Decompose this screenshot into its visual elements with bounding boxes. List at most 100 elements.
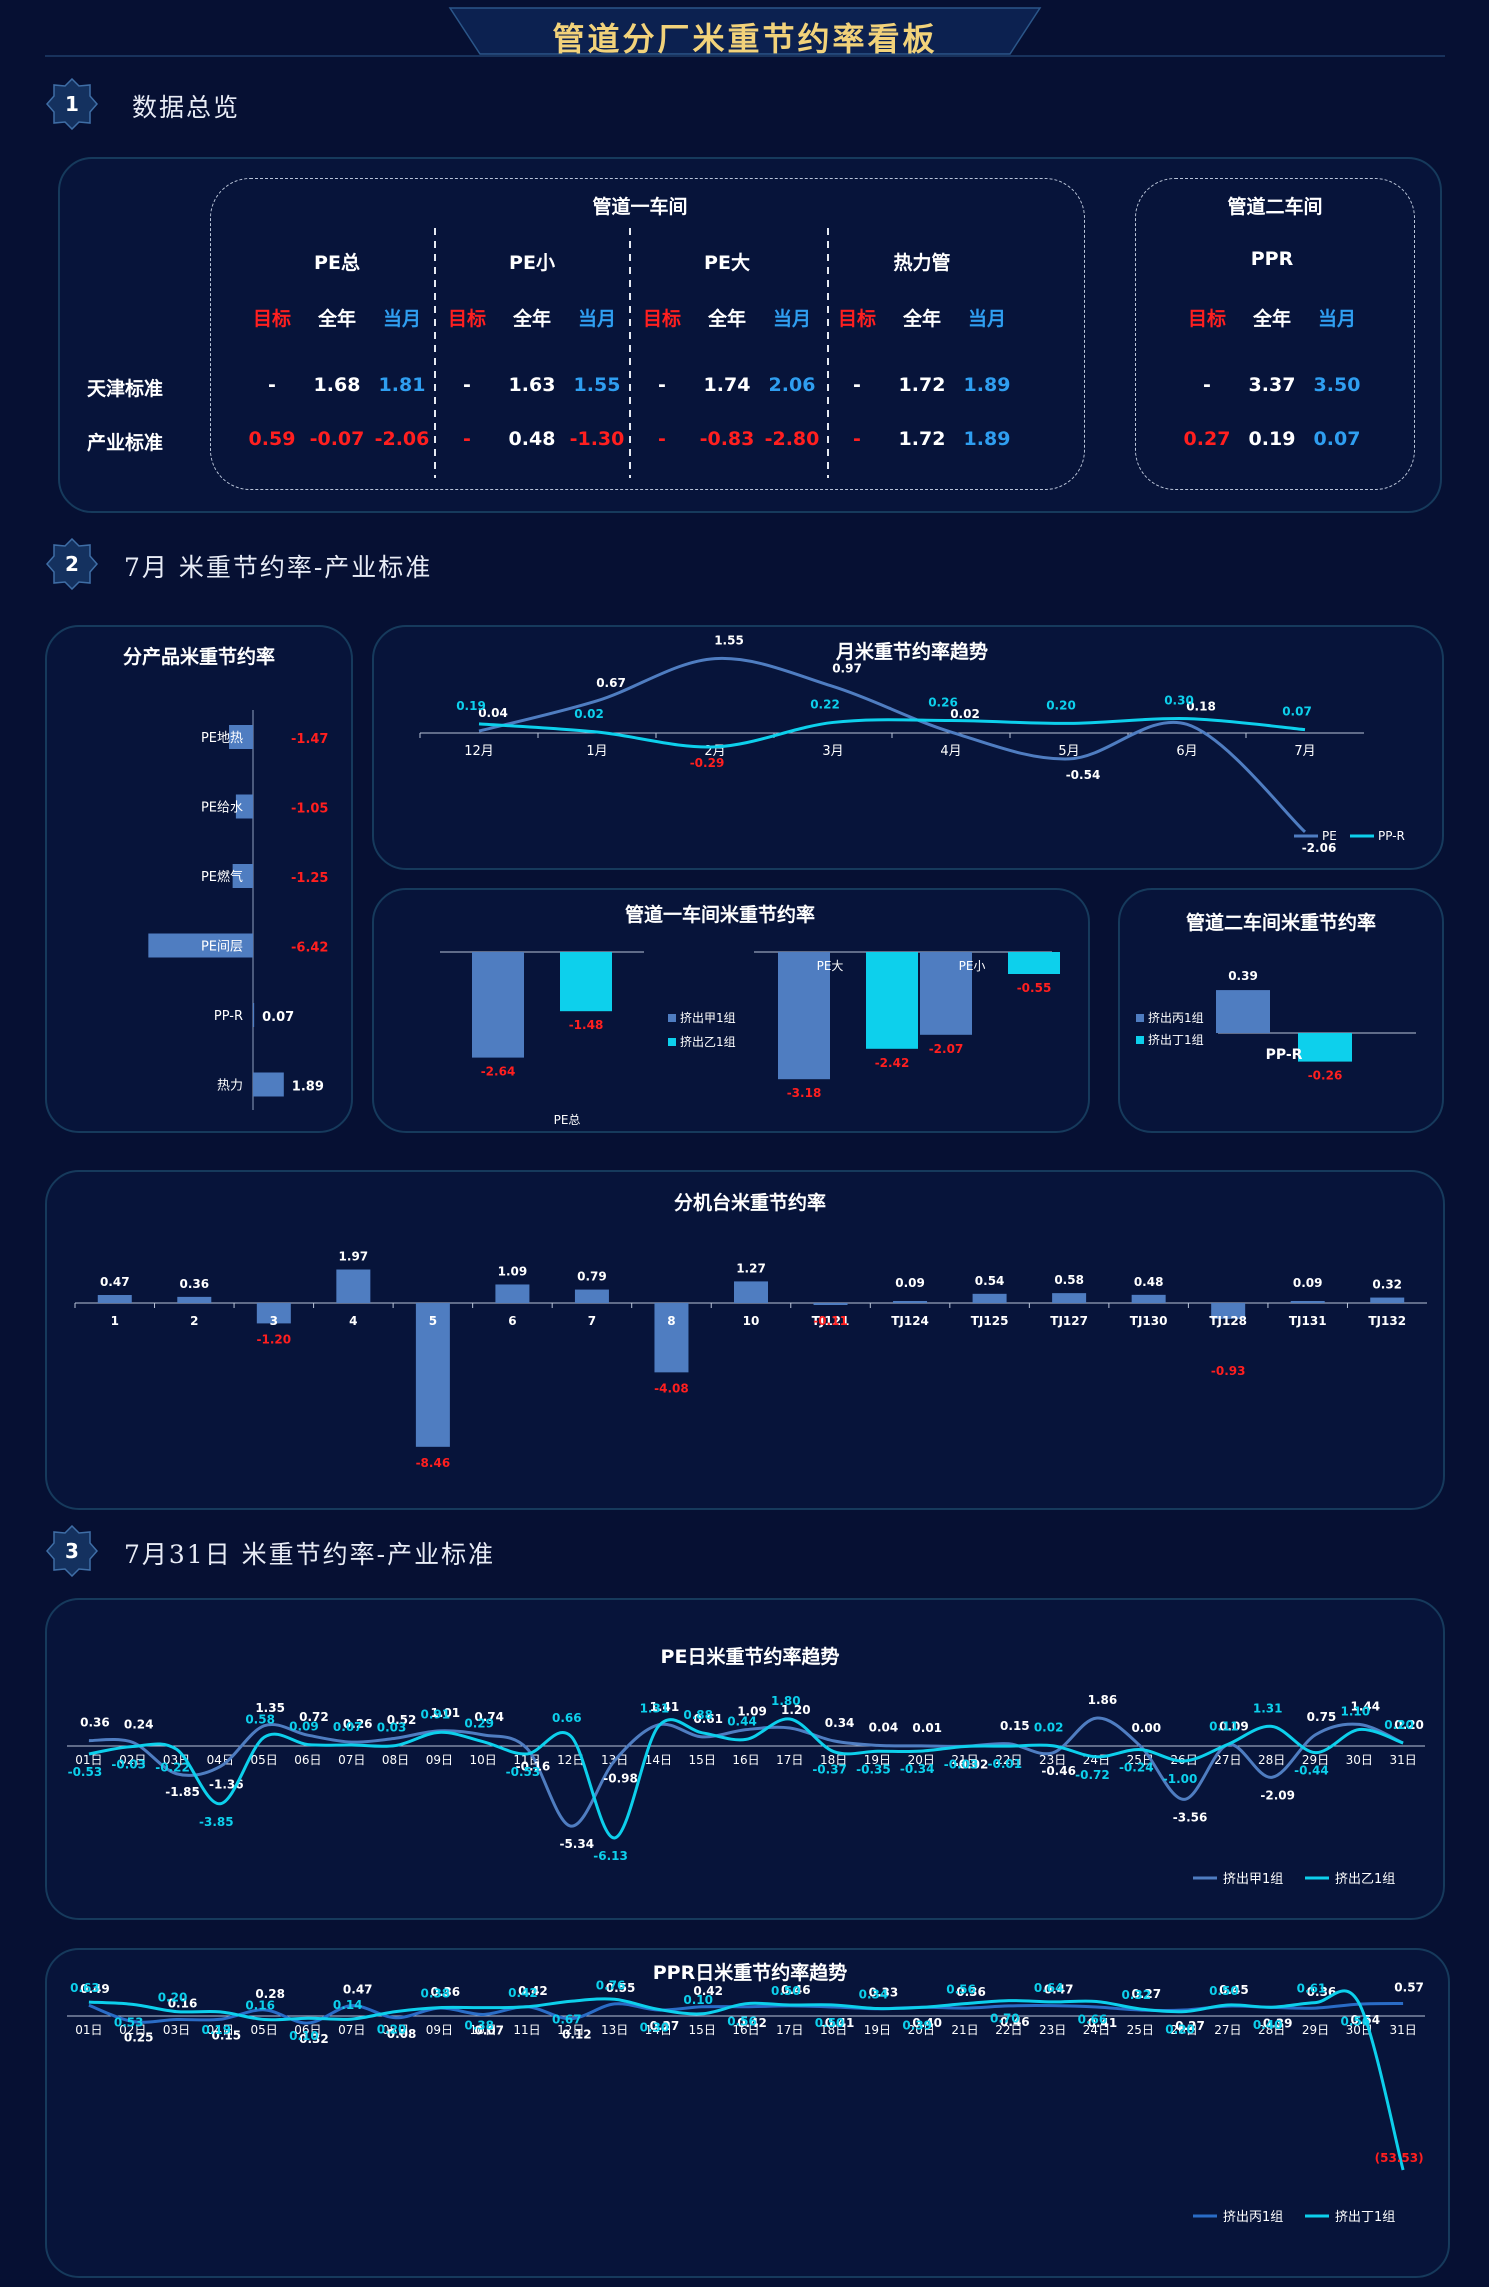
data-label: 0.36 bbox=[956, 1985, 986, 1999]
data-label: 0.47 bbox=[343, 1983, 373, 1997]
data-label: 0.36 bbox=[179, 1277, 209, 1291]
data-label: 0.32 bbox=[1372, 1278, 1402, 1292]
machine-bar bbox=[893, 1301, 928, 1303]
data-label: 0.36 bbox=[80, 1716, 110, 1730]
data-label: 0.40 bbox=[912, 2016, 942, 2030]
x-tick-label: 10日 bbox=[470, 2023, 497, 2037]
data-label: 0.20 bbox=[377, 2023, 407, 2037]
data-label: 0.49 bbox=[80, 1982, 110, 1996]
section-number: 3 bbox=[65, 1539, 79, 1563]
data-label: -0.55 bbox=[1017, 981, 1052, 995]
data-label: -0.72 bbox=[1075, 1768, 1110, 1782]
product-bar bbox=[253, 1072, 284, 1097]
x-tick-label: 4 bbox=[349, 1314, 357, 1328]
x-tick-label: 25日 bbox=[1127, 2023, 1154, 2037]
x-tick-label: 8 bbox=[667, 1314, 675, 1328]
data-label: 0.15 bbox=[212, 2028, 242, 2042]
data-label: 1.31 bbox=[640, 1701, 670, 1715]
data-label: -0.53 bbox=[506, 1765, 541, 1779]
data-label: 0.40 bbox=[1253, 2018, 1283, 2032]
category-label: PE给水 bbox=[201, 801, 243, 816]
value-label: -1.47 bbox=[291, 732, 328, 747]
legend-label: 挤出乙1组 bbox=[1335, 1872, 1395, 1887]
machine-bar bbox=[654, 1303, 689, 1373]
data-label: -2.06 bbox=[1302, 841, 1337, 855]
overview-value: 0.27 bbox=[1183, 428, 1231, 450]
category-label: PP-R bbox=[1266, 1047, 1303, 1063]
overview-value: 1.89 bbox=[963, 428, 1011, 450]
data-label: -0.46 bbox=[1041, 1764, 1076, 1778]
overview-value: 3.50 bbox=[1313, 374, 1361, 396]
x-tick-label: 1 bbox=[111, 1314, 119, 1328]
overview-value: - bbox=[853, 374, 861, 396]
data-label: 0.22 bbox=[810, 697, 840, 711]
machine-bar bbox=[177, 1296, 212, 1303]
x-tick-label: 30日 bbox=[1346, 1753, 1373, 1767]
x-tick-label: TJ125 bbox=[971, 1314, 1009, 1328]
data-label: 0.58 bbox=[245, 1712, 275, 1726]
x-tick-label: 7月 bbox=[1294, 744, 1315, 759]
series-line-挤出丙1组 bbox=[88, 2001, 1404, 2025]
data-label: 0.20 bbox=[1046, 698, 1076, 712]
data-label: 1.09 bbox=[737, 1705, 767, 1719]
data-label: 0.75 bbox=[1307, 1710, 1337, 1724]
x-tick-label: TJ130 bbox=[1130, 1314, 1168, 1328]
legend-label: 挤出甲1组 bbox=[1223, 1872, 1283, 1887]
data-label: 0.09 bbox=[895, 1276, 925, 1290]
data-label: 0.28 bbox=[255, 1987, 285, 2001]
category-label: PE地热 bbox=[201, 731, 243, 746]
x-tick-label: 17日 bbox=[776, 1753, 803, 1767]
data-label: -0.54 bbox=[1066, 768, 1101, 782]
data-label: 0.57 bbox=[1394, 1980, 1424, 1994]
category-label: PP-R bbox=[214, 1009, 243, 1024]
data-label: 0.64 bbox=[1034, 1981, 1064, 1995]
x-tick-label: TJ124 bbox=[891, 1314, 929, 1328]
legend-label: PE bbox=[1322, 829, 1337, 843]
product-bar-chart: PE地热 -1.47 PE给水 -1.05 PE燃气 -1.25 PE间层 -6.42 PP-R… bbox=[148, 710, 328, 1110]
data-label: 0.27 bbox=[650, 2019, 680, 2033]
series-line-挤出丁1组 bbox=[88, 1989, 1405, 2171]
x-tick-label: 31日 bbox=[1389, 2023, 1416, 2037]
data-label: -0.26 bbox=[1308, 1069, 1343, 1083]
workshop2-panel bbox=[1118, 888, 1444, 1133]
data-label: 0.19 bbox=[456, 699, 486, 713]
data-label: -1.00 bbox=[1163, 1772, 1198, 1786]
data-label: 0.16 bbox=[168, 1997, 198, 2011]
x-tick-label: 22日 bbox=[995, 1753, 1022, 1767]
x-tick-label: 02日 bbox=[119, 2023, 146, 2037]
col-label-year: 全年 bbox=[902, 308, 941, 330]
x-tick-label: 10 bbox=[743, 1314, 760, 1328]
data-label: 0.09 bbox=[289, 1720, 319, 1734]
bar-挤出乙1组 bbox=[866, 952, 918, 1049]
data-label: (53.53) bbox=[1375, 2151, 1424, 2165]
overview-value: 1.74 bbox=[703, 374, 751, 396]
data-label: 1.01 bbox=[431, 1706, 461, 1720]
x-tick-label: 29日 bbox=[1302, 1753, 1329, 1767]
page-title: 管道分厂米重节约率看板 bbox=[552, 20, 938, 58]
x-tick-label: 02日 bbox=[119, 1753, 146, 1767]
x-tick-label: TJ121 bbox=[812, 1314, 850, 1328]
data-label: -1.20 bbox=[257, 1332, 292, 1346]
pe-daily-chart-title: PE日米重节约率趋势 bbox=[660, 1646, 840, 1668]
legend-label: 挤出乙1组 bbox=[680, 1034, 736, 1049]
data-label: 0.67 bbox=[552, 2012, 582, 2026]
data-label: 0.42 bbox=[518, 1984, 548, 1998]
section-number: 2 bbox=[65, 552, 79, 576]
data-label: -6.13 bbox=[593, 1849, 628, 1863]
data-label: 0.26 bbox=[928, 696, 958, 710]
x-tick-label: 21日 bbox=[951, 2023, 978, 2037]
x-tick-label: 03日 bbox=[163, 2023, 190, 2037]
data-label: -0.22 bbox=[155, 1760, 190, 1774]
machine-bar bbox=[1131, 1294, 1166, 1303]
col-label-target: 目标 bbox=[252, 308, 291, 330]
data-label: 0.56 bbox=[946, 1983, 976, 1997]
group-name: PE大 bbox=[704, 252, 750, 274]
data-label: -2.64 bbox=[481, 1065, 516, 1079]
x-tick-label: 15日 bbox=[689, 2023, 716, 2037]
legend-label: 挤出丁1组 bbox=[1335, 2210, 1395, 2225]
ppr-daily-chart-title: PPR日米重节约率趋势 bbox=[652, 1962, 848, 1984]
legend-label: 挤出甲1组 bbox=[680, 1010, 736, 1025]
product-chart-title: 分产品米重节约率 bbox=[122, 646, 275, 668]
data-label: -0.24 bbox=[1119, 1761, 1154, 1775]
x-tick-label: 23日 bbox=[1039, 1753, 1066, 1767]
